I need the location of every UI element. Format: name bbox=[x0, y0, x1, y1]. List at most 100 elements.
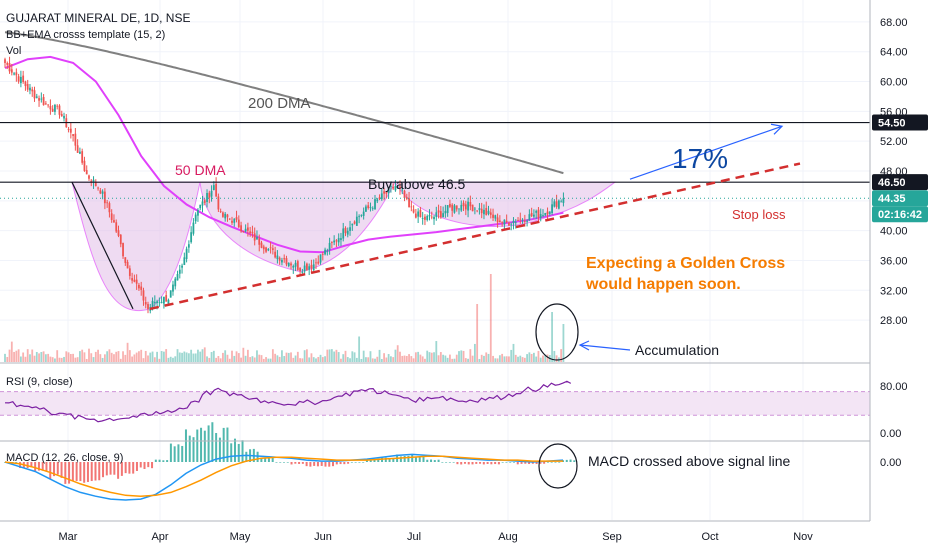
candle-body bbox=[530, 212, 533, 217]
month-label-nov: Nov bbox=[793, 531, 813, 543]
macd-hist-bar bbox=[49, 462, 52, 479]
candle-body bbox=[335, 240, 338, 242]
candle-body bbox=[321, 254, 324, 255]
macd-hist-bar bbox=[535, 462, 538, 465]
macd-hist-bar bbox=[37, 462, 40, 471]
volume-bar bbox=[315, 358, 317, 362]
candle-body bbox=[433, 216, 435, 220]
macd-hist-bar bbox=[347, 462, 350, 464]
candle-body bbox=[376, 199, 379, 202]
candle-body bbox=[553, 201, 556, 207]
candle-body bbox=[421, 218, 424, 219]
candle-body bbox=[126, 261, 129, 269]
volume-bar bbox=[99, 354, 102, 362]
candle-body bbox=[542, 215, 544, 216]
macd-hist-bar bbox=[30, 462, 33, 468]
macd-hist-bar bbox=[497, 462, 500, 465]
cup-left-trendline bbox=[71, 181, 134, 310]
volume-bar bbox=[317, 356, 320, 362]
indicator-legend[interactable]: BB+EMA crosss template (15, 2) bbox=[6, 29, 165, 41]
macd-hist-bar bbox=[558, 462, 561, 463]
candle-body bbox=[140, 286, 143, 290]
volume-bar bbox=[451, 358, 454, 362]
rsi-pane[interactable]: RSI (9, close) bbox=[0, 376, 870, 423]
candle-body bbox=[208, 192, 211, 198]
volume-bar bbox=[428, 352, 431, 362]
rsi-tick-1: 0.00 bbox=[880, 428, 901, 440]
price-axis-bg bbox=[871, 0, 932, 550]
volume-bar bbox=[251, 356, 254, 362]
volume-bar bbox=[380, 358, 383, 362]
volume-bar bbox=[385, 357, 388, 362]
macd-hist-bar bbox=[124, 462, 127, 474]
volume-bar bbox=[271, 349, 274, 362]
candle-body bbox=[17, 76, 20, 82]
candle-body bbox=[290, 263, 292, 266]
volume-bar bbox=[65, 351, 68, 362]
candle-body bbox=[58, 105, 61, 115]
macd-hist-bar bbox=[554, 462, 557, 463]
candle-body bbox=[390, 186, 392, 187]
candle-body bbox=[228, 218, 231, 220]
volume-bar bbox=[321, 357, 324, 362]
label-accumulation: Accumulation bbox=[635, 342, 719, 358]
price-pane[interactable]: 200 DMA 50 DMA Buy above 46.5 Stop loss … bbox=[0, 11, 870, 362]
macd-hist-bar bbox=[573, 460, 576, 462]
candle-body bbox=[378, 197, 381, 199]
macd-legend[interactable]: MACD (12, 26, close, 9) bbox=[6, 452, 123, 464]
candle-body bbox=[371, 207, 374, 209]
candle-body bbox=[237, 219, 240, 228]
macd-hist-bar bbox=[98, 462, 101, 481]
candle-body bbox=[122, 243, 124, 257]
candle-body bbox=[226, 214, 229, 218]
candle-body bbox=[555, 201, 558, 207]
volume-bar bbox=[292, 357, 295, 362]
price-axis[interactable]: 68.0064.0060.0056.0052.0048.0044.0040.00… bbox=[871, 0, 932, 550]
month-label-apr: Apr bbox=[151, 531, 168, 543]
candle-body bbox=[505, 220, 508, 222]
macd-hist-bar bbox=[531, 462, 534, 464]
macd-hist-bar bbox=[181, 445, 184, 462]
volume-bar bbox=[85, 358, 88, 362]
macd-hist-bar bbox=[362, 462, 365, 463]
candle-body bbox=[430, 216, 433, 218]
candle-body bbox=[462, 202, 465, 207]
price-tag-bg-0 bbox=[872, 114, 928, 131]
candle-body bbox=[523, 220, 526, 222]
rsi-legend[interactable]: RSI (9, close) bbox=[6, 376, 73, 388]
accumulation-circle bbox=[535, 303, 579, 361]
macd-hist-bar bbox=[166, 460, 169, 462]
macd-hist-bar bbox=[369, 459, 372, 462]
candle-body bbox=[31, 89, 34, 92]
candle-body bbox=[487, 210, 490, 214]
volume-bar bbox=[210, 352, 213, 362]
candle-body bbox=[276, 255, 279, 260]
macd-hist-bar bbox=[75, 462, 78, 481]
macd-hist-bar bbox=[490, 462, 493, 465]
candle-body bbox=[217, 196, 220, 210]
macd-hist-bar bbox=[237, 443, 240, 462]
volume-bar bbox=[140, 349, 143, 362]
month-label-aug: Aug bbox=[498, 531, 518, 543]
candle-body bbox=[544, 212, 547, 216]
candle-body bbox=[312, 264, 315, 271]
candle-body bbox=[94, 181, 97, 186]
macd-hist-bar bbox=[120, 462, 123, 476]
candle-body bbox=[294, 262, 297, 267]
macd-pane[interactable]: MACD crossed above signal line MACD (12,… bbox=[4, 422, 791, 501]
volume-bar bbox=[167, 357, 170, 362]
volume-bar bbox=[122, 351, 124, 362]
volume-bar bbox=[312, 357, 315, 362]
macd-hist-bar bbox=[68, 462, 71, 484]
volume-bar bbox=[222, 352, 224, 362]
candle-body bbox=[410, 206, 413, 208]
candle-body bbox=[240, 225, 242, 232]
volume-legend[interactable]: Vol bbox=[6, 45, 21, 57]
volume-bar bbox=[246, 349, 249, 362]
label-golden-cross-1: Expecting a Golden Cross bbox=[586, 255, 785, 272]
time-axis[interactable]: Mar Apr May Jun Jul Aug Sep Oct Nov bbox=[59, 531, 814, 543]
symbol-legend[interactable]: GUJARAT MINERAL DE, 1D, NSE bbox=[6, 11, 190, 25]
candle-body bbox=[464, 204, 467, 210]
volume-bar bbox=[501, 353, 504, 362]
volume-bar bbox=[533, 352, 535, 362]
